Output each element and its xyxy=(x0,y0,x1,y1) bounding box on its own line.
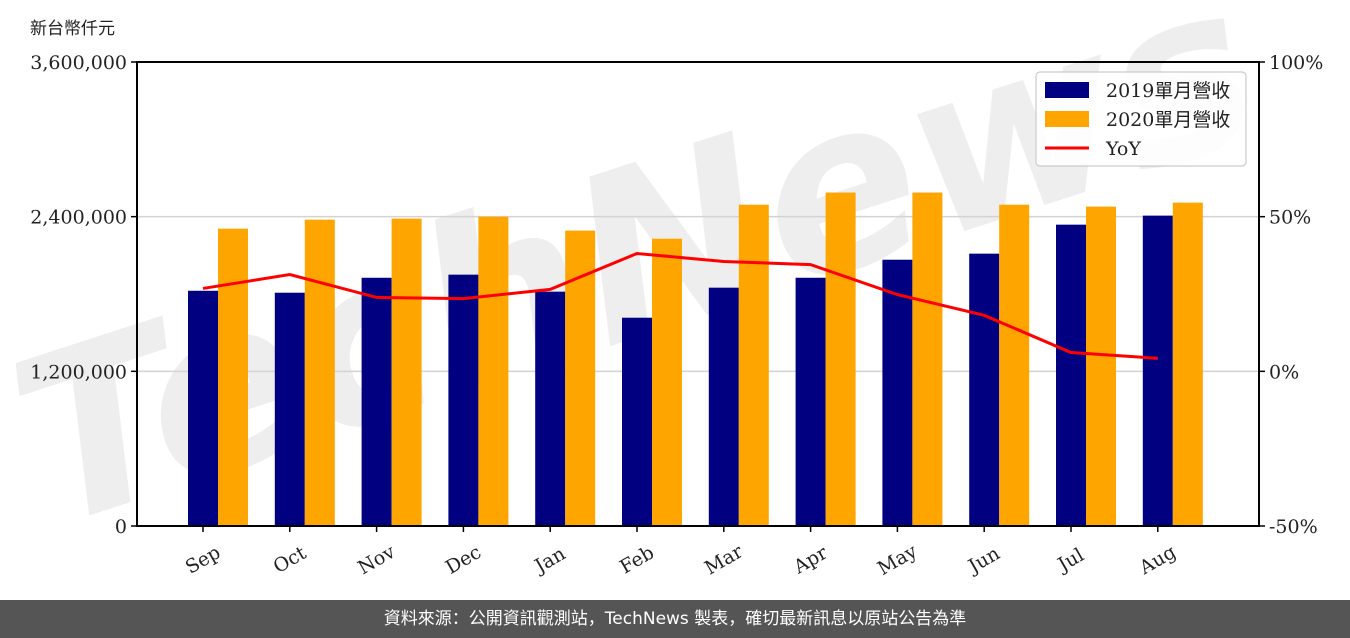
yoy-polyline xyxy=(202,251,1158,360)
bar-2020 xyxy=(912,192,943,526)
source-footer: 資料來源：公開資訊觀測站，TechNews 製表，確切最新訊息以原站公告為準 xyxy=(0,600,1350,638)
bars xyxy=(188,192,1203,527)
legend-label: 2019單月營收 xyxy=(1106,80,1230,102)
bar-2020 xyxy=(999,204,1030,526)
x-tick-label: May xyxy=(874,540,921,580)
y2-tick-label: 100% xyxy=(1269,52,1323,74)
legend-label: 2020單月營收 xyxy=(1106,109,1230,131)
bar-2020 xyxy=(218,228,248,527)
bar-2019 xyxy=(969,253,1000,526)
bar-2019 xyxy=(1142,215,1173,526)
bar-2019 xyxy=(448,274,479,526)
x-tick-label: Oct xyxy=(270,542,311,578)
bar-2019 xyxy=(1056,224,1086,526)
bar-line-chart: TechNews 01,200,0002,400,0003,600,000-50… xyxy=(0,0,1323,580)
bar-2020 xyxy=(304,219,335,526)
y-tick-label: 0 xyxy=(115,516,127,538)
bar-2019 xyxy=(795,277,826,526)
x-tick-label: Mar xyxy=(701,540,747,579)
bar-2020 xyxy=(652,238,682,526)
bar-2020 xyxy=(738,204,769,526)
x-tick-label: Apr xyxy=(789,541,832,578)
bar-2019 xyxy=(535,291,566,526)
bar-2020 xyxy=(478,216,509,526)
y2-tick-label: -50% xyxy=(1269,516,1318,538)
x-tick-label: Aug xyxy=(1135,541,1180,580)
legend: 2019單月營收 2020單月營收 YoY xyxy=(1035,71,1247,167)
bar-2019 xyxy=(274,292,305,526)
x-tick-label: Jan xyxy=(529,543,569,579)
bar-2020 xyxy=(1172,202,1203,526)
x-tick-label: Nov xyxy=(354,541,399,580)
y2-tick-label: 50% xyxy=(1269,207,1311,229)
y2-tick-label: 0% xyxy=(1269,361,1299,383)
x-tick-label: Sep xyxy=(182,541,225,578)
bar-2020 xyxy=(825,192,856,526)
bar-2019 xyxy=(188,290,218,526)
bar-2020 xyxy=(565,230,596,526)
bar-2019 xyxy=(622,317,652,526)
bar-2020 xyxy=(1086,206,1116,526)
y-tick-label: 3,600,000 xyxy=(30,52,127,74)
bar-2019 xyxy=(361,277,392,526)
bar-2019 xyxy=(708,287,739,526)
legend-label: YoY xyxy=(1105,138,1141,160)
bar-2020 xyxy=(391,218,422,526)
x-tick-label: Feb xyxy=(616,542,658,579)
bar-2019 xyxy=(882,259,913,526)
x-tick-label: Dec xyxy=(442,541,485,579)
y-tick-label: 1,200,000 xyxy=(30,361,127,383)
yoy-line xyxy=(202,251,1158,360)
y-axis-unit-label: 新台幣仟元 xyxy=(30,19,115,39)
x-tick-label: Jul xyxy=(1053,544,1088,577)
x-tick-label: Jun xyxy=(963,542,1004,578)
y-tick-label: 2,400,000 xyxy=(30,207,127,229)
